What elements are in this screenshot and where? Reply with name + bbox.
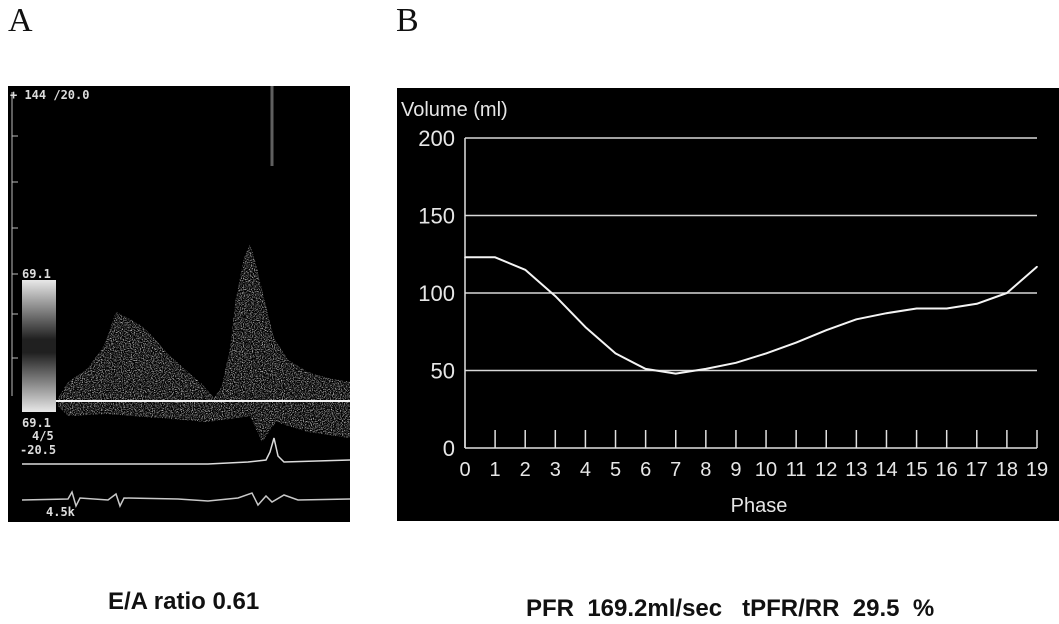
y-tick-label: 100 (418, 281, 455, 306)
doppler-spectrum (11, 86, 350, 509)
volume-series-line (465, 256, 1038, 375)
phono-trace (21, 490, 350, 509)
volume-data-point (494, 256, 496, 259)
y-tick-label: 200 (418, 126, 455, 151)
panel-a-letter: A (8, 2, 33, 39)
x-tick-label: 1 (490, 459, 501, 481)
x-tick-label: 16 (936, 459, 958, 481)
volume-data-point (915, 307, 918, 310)
volume-data-point (524, 268, 527, 271)
pfr-caption: PFR 169.2ml/sec tPFR/RR 29.5 % (526, 595, 935, 622)
x-tick-label: 4 (580, 459, 591, 481)
x-tick-label: 18 (996, 459, 1018, 481)
volume-data-point (1006, 292, 1008, 294)
x-tick-label: 6 (640, 459, 651, 481)
x-tick-label: 0 (459, 459, 470, 481)
x-tick-label: 11 (786, 459, 807, 481)
x-tick-label: 9 (730, 459, 741, 481)
volume-data-point (975, 303, 978, 305)
ea-ratio-caption: E/A ratio 0.61 (108, 588, 260, 615)
x-tick-label: 10 (755, 459, 777, 481)
volume-data-point (1036, 265, 1038, 268)
doppler-envelope (58, 244, 350, 442)
x-tick-label: 5 (610, 459, 621, 481)
x-tick-label: 8 (700, 459, 711, 481)
y-tick-label: 150 (418, 204, 455, 229)
scale-bottom-label: 69.1 (22, 416, 51, 430)
y-axis-label: Volume (ml) (401, 99, 508, 121)
x-tick-label: 17 (966, 459, 988, 481)
volume-data-point (554, 295, 557, 297)
volume-data-point (825, 329, 828, 331)
volume-data-point (614, 352, 617, 355)
volume-data-point (674, 372, 677, 375)
frequency-label: 4.5k (46, 505, 75, 519)
volume-data-point (855, 318, 858, 321)
x-tick-label: 2 (520, 459, 531, 481)
doppler-top-label: + 144 /20.0 (10, 88, 90, 102)
scale-top-label: 69.1 (22, 267, 51, 281)
volume-data-point (464, 256, 466, 259)
x-axis-label: Phase (731, 495, 788, 517)
x-tick-label: 7 (670, 459, 681, 481)
grayscale-bar (22, 280, 56, 412)
volume-data-point (765, 352, 767, 355)
y-tick-label: 0 (443, 436, 455, 461)
volume-data-point (705, 368, 707, 370)
y-tick-label: 50 (431, 359, 455, 384)
x-tick-label: 12 (815, 459, 837, 481)
x-tick-label: 19 (1026, 459, 1048, 481)
volume-data-point (885, 312, 888, 314)
negative-velocity-label: -20.5 (20, 443, 57, 457)
x-tick-label: 3 (550, 459, 561, 481)
x-tick-label: 14 (875, 459, 897, 481)
doppler-image: + 144 /20.0 69.1 69.1 4/5 -20.5 4.5k (8, 86, 350, 522)
ratio-label: 4/5 (32, 429, 54, 443)
x-tick-label: 13 (845, 459, 867, 481)
volume-data-point (945, 307, 948, 310)
volume-data-point (795, 341, 797, 344)
doppler-axis (11, 92, 18, 396)
panel-b-letter: B (396, 2, 419, 39)
ecg-trace (22, 437, 350, 465)
x-tick-label: 15 (905, 459, 927, 481)
volume-data-point (644, 368, 647, 370)
volume-data-point (735, 361, 737, 364)
volume-data-point (584, 326, 587, 328)
